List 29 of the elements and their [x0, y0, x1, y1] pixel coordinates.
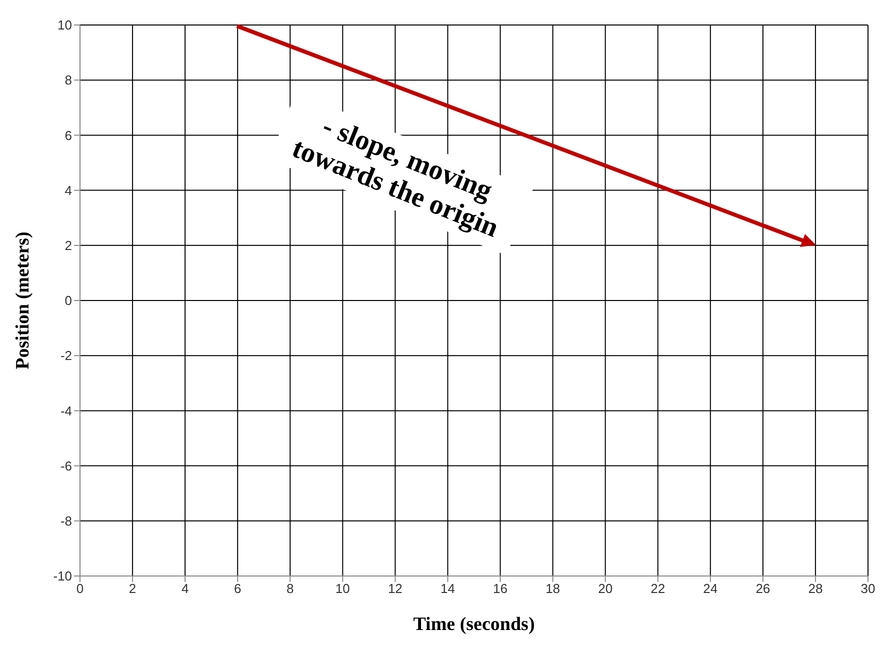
- x-tick-label: 18: [546, 581, 560, 596]
- y-tick-label: 0: [64, 293, 72, 308]
- y-tick-label: 8: [64, 72, 72, 88]
- x-tick-label: 2: [128, 581, 136, 596]
- y-tick-label: -6: [60, 458, 72, 474]
- y-tick-label: -8: [60, 514, 72, 529]
- y-axis-title: Position (meters): [12, 232, 34, 370]
- x-tick-label: 20: [598, 581, 613, 596]
- x-tick-label: 24: [703, 581, 718, 596]
- y-tick-label: 4: [64, 182, 72, 198]
- x-axis-title: Time (seconds): [413, 614, 535, 635]
- x-tick-label: 22: [650, 581, 666, 596]
- x-tick-label: 6: [234, 581, 242, 596]
- x-tick-label: 16: [493, 581, 508, 596]
- x-tick-label: 28: [808, 581, 823, 596]
- y-tick-label: 10: [58, 18, 72, 33]
- x-tick-label: 0: [76, 581, 84, 596]
- y-tick-label: 2: [64, 238, 72, 254]
- x-tick-label: 30: [860, 581, 876, 596]
- x-tick-label: 4: [181, 581, 189, 596]
- y-tick-label: -10: [53, 568, 72, 584]
- x-tick-label: 12: [388, 581, 402, 596]
- y-tick-label: 6: [64, 128, 72, 143]
- y-tick-label: -2: [60, 348, 72, 364]
- x-tick-label: 8: [286, 581, 294, 596]
- x-tick-label: 10: [335, 581, 350, 596]
- x-tick-label: 26: [756, 581, 770, 596]
- y-tick-label: -4: [60, 403, 72, 418]
- x-tick-label: 14: [440, 581, 455, 596]
